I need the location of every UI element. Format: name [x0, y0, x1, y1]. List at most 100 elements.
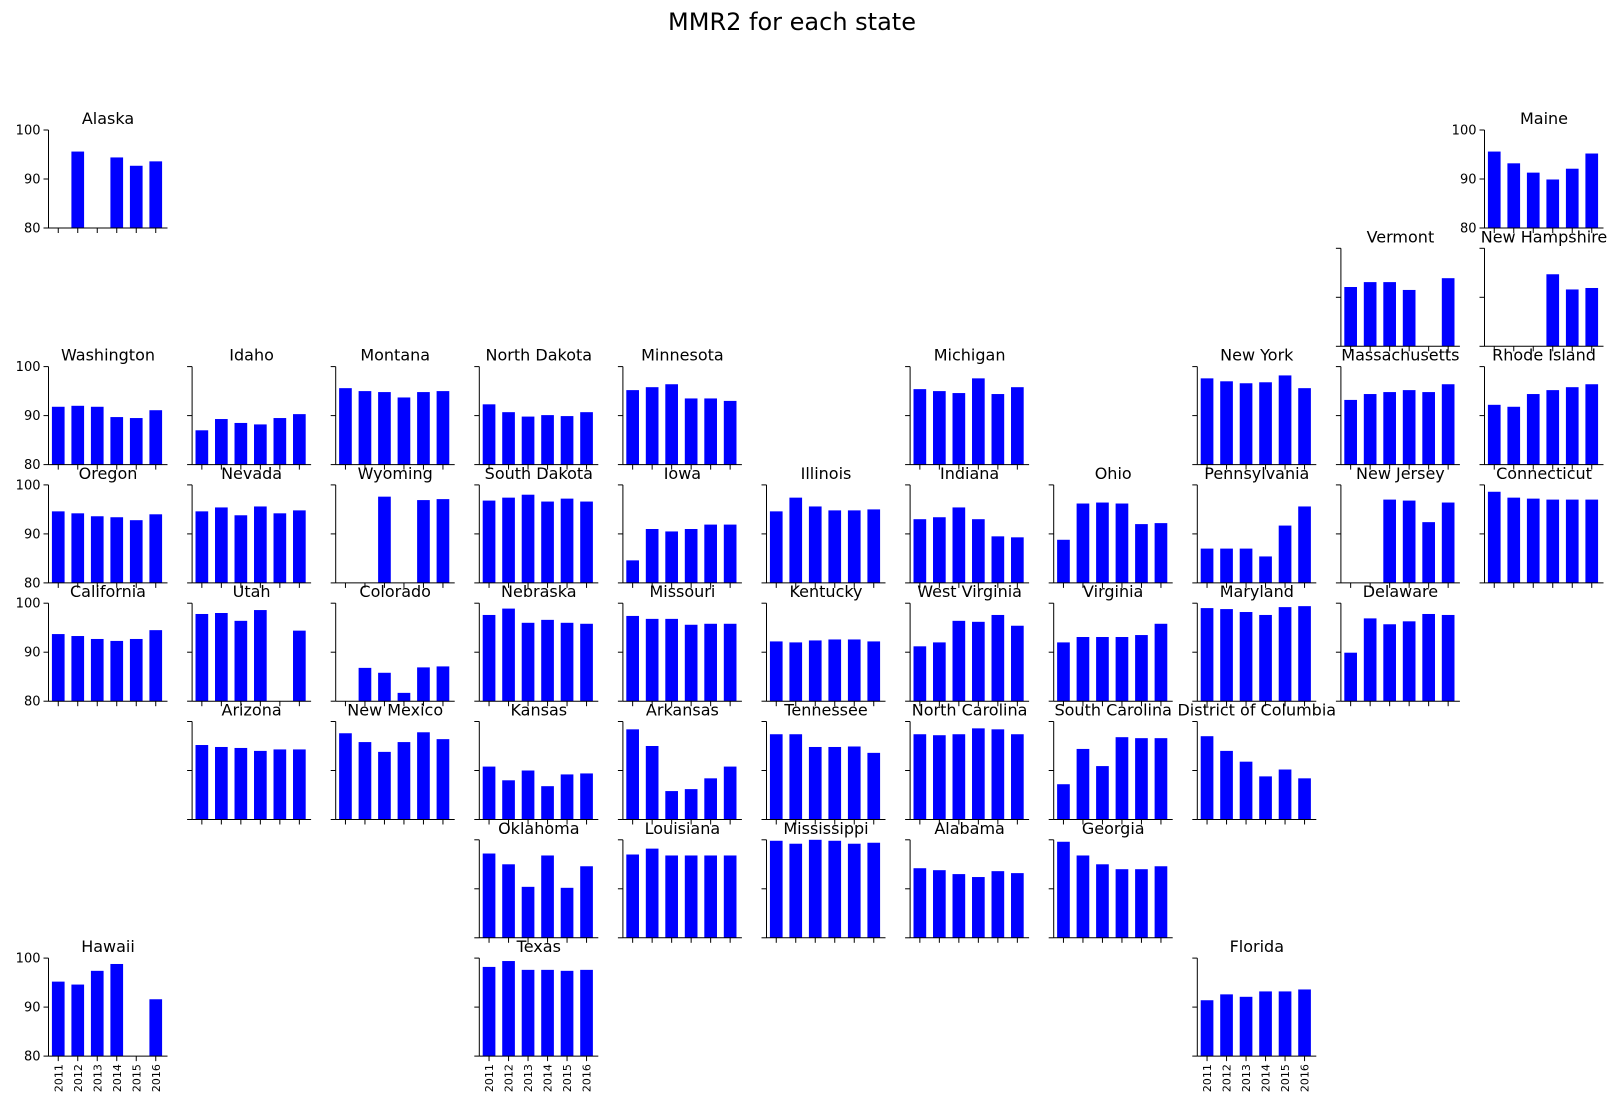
bar-illinois-2015: [847, 510, 861, 583]
bar-maryland-2013: [1239, 612, 1253, 702]
bar-tennessee-2011: [769, 734, 783, 820]
bar-maryland-2016: [1298, 606, 1311, 702]
bar-new-york-2014: [1259, 382, 1272, 465]
bar-indiana-2011: [913, 519, 927, 583]
x-tick-label: 2015: [561, 1064, 574, 1092]
bar-utah-2011: [195, 613, 209, 702]
bar-indiana-2016: [1011, 537, 1024, 583]
bar-nevada-2015: [273, 513, 287, 583]
bar-montana-2016: [436, 391, 450, 465]
bar-idaho-2015: [273, 418, 287, 465]
panel-connecticut: Connecticut: [1479, 464, 1604, 588]
panel-title: Illinois: [801, 464, 852, 483]
bar-mississippi-2011: [769, 840, 783, 938]
bar-district-of-columbia-2011: [1200, 736, 1214, 820]
y-tick-label: 90: [24, 173, 41, 188]
panel-title: Nebraska: [501, 582, 576, 601]
bar-vermont-2014: [1402, 289, 1416, 347]
bar-south-dakota-2016: [580, 501, 593, 583]
bar-oklahoma-2015: [560, 887, 574, 938]
panel-iowa: Iowa: [617, 464, 742, 588]
x-tick-label: 2016: [1299, 1064, 1312, 1092]
bar-illinois-2016: [867, 509, 881, 583]
bar-mississippi-2016: [867, 842, 881, 938]
bar-maryland-2014: [1259, 614, 1272, 702]
y-tick-label: 100: [16, 124, 41, 139]
bar-alabama-2013: [952, 874, 966, 938]
bar-florida-2013: [1239, 996, 1253, 1057]
bar-montana-2014: [397, 397, 411, 465]
bar-washington-2015: [129, 418, 143, 465]
bar-delaware-2016: [1441, 614, 1455, 702]
bar-mississippi-2014: [828, 840, 842, 938]
bar-nebraska-2016: [580, 623, 593, 702]
bar-colorado-2013: [378, 672, 391, 702]
bar-montana-2012: [358, 391, 372, 465]
bar-california-2016: [149, 630, 163, 702]
bar-maine-2012: [1507, 163, 1521, 228]
bar-tennessee-2012: [789, 734, 803, 820]
bar-indiana-2015: [991, 536, 1005, 583]
bar-california-2012: [71, 636, 85, 702]
panel-title: Oregon: [79, 464, 138, 483]
y-tick-label: 100: [1452, 124, 1477, 139]
bar-pennsylvania-2015: [1278, 525, 1292, 583]
panel-colorado: Colorado: [330, 582, 455, 707]
bar-california-2011: [51, 634, 65, 702]
bar-south-carolina-2014: [1115, 737, 1129, 820]
panel-title: Mississippi: [783, 819, 868, 838]
panel-texas: 2011 2012 2013 2014 2015 2016 Texas: [474, 937, 599, 1092]
x-tick-label: 2012: [72, 1064, 85, 1092]
panel-north-dakota: North Dakota: [474, 346, 599, 470]
bar-north-carolina-2016: [1011, 734, 1024, 820]
panel-alabama: Alabama: [905, 819, 1030, 943]
bar-kansas-2014: [541, 786, 554, 820]
bar-alaska-2015: [129, 165, 143, 228]
bar-mississippi-2015: [847, 843, 861, 938]
panel-montana: Montana: [330, 346, 455, 470]
panel-title: North Dakota: [486, 346, 593, 365]
y-tick-label: 80: [24, 1050, 41, 1065]
bar-colorado-2014: [397, 692, 411, 702]
bar-kansas-2012: [502, 780, 515, 820]
bar-utah-2012: [215, 613, 228, 702]
bar-maine-2014: [1546, 179, 1560, 228]
bar-nevada-2011: [195, 511, 209, 583]
bar-missouri-2014: [684, 624, 698, 702]
bar-alabama-2012: [933, 870, 946, 938]
chart-title: MMR2 for each state: [668, 8, 916, 36]
bar-maine-2011: [1487, 151, 1501, 228]
bar-arkansas-2011: [626, 729, 639, 820]
bar-illinois-2011: [769, 511, 783, 583]
bar-north-dakota-2011: [482, 404, 496, 465]
panel-title: Maine: [1520, 109, 1568, 128]
bar-oregon-2011: [51, 511, 65, 583]
bar-kansas-2013: [521, 770, 535, 820]
bar-connecticut-2015: [1565, 499, 1579, 583]
x-tick-label: 2014: [111, 1064, 124, 1092]
panel-kentucky: Kentucky: [761, 582, 886, 707]
bar-north-carolina-2012: [933, 735, 946, 820]
bar-new-mexico-2014: [397, 742, 411, 820]
bar-wyoming-2013: [378, 496, 391, 583]
bar-missouri-2015: [704, 623, 717, 702]
bar-district-of-columbia-2012: [1220, 750, 1233, 820]
y-tick-label: 90: [24, 1001, 41, 1016]
panel-title: Rhode Island: [1492, 346, 1596, 365]
bar-alabama-2011: [913, 868, 927, 938]
panel-massachusetts: Massachusetts: [1335, 346, 1460, 470]
panel-indiana: Indiana: [905, 464, 1030, 588]
bar-ohio-2012: [1076, 503, 1090, 583]
bar-nebraska-2011: [482, 614, 496, 702]
bar-south-dakota-2014: [541, 501, 554, 583]
bar-montana-2013: [378, 392, 391, 465]
bar-north-dakota-2013: [521, 416, 535, 465]
bar-virginia-2014: [1115, 637, 1129, 702]
panel-nevada: Nevada: [187, 464, 312, 588]
panel-hawaii: 80 90 100 2011 2012 2013 2014 2015 2016 Hawaii: [16, 937, 168, 1092]
x-tick-label: 2013: [1240, 1064, 1253, 1092]
bar-louisiana-2013: [665, 855, 678, 938]
bar-pennsylvania-2013: [1239, 548, 1253, 583]
bar-louisiana-2011: [626, 854, 639, 938]
bar-oklahoma-2013: [521, 886, 535, 938]
